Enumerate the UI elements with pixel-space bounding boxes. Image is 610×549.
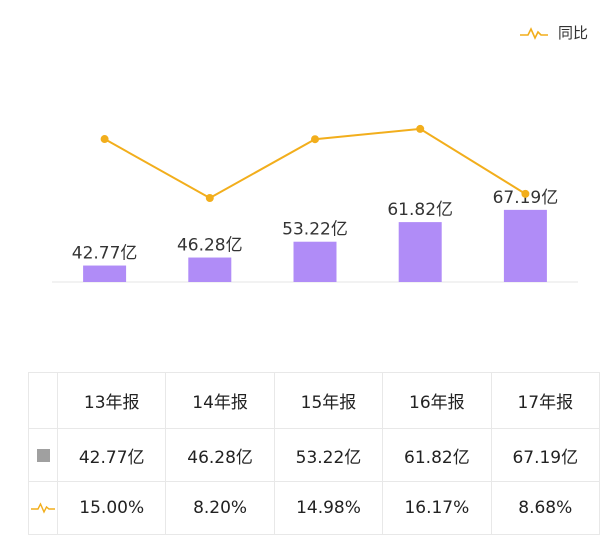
row-icon-cell bbox=[28, 428, 58, 482]
table-row-value: 42.77亿 46.28亿 53.22亿 61.82亿 67.19亿 bbox=[28, 428, 601, 482]
bar-value-label: 46.28亿 bbox=[177, 236, 243, 256]
line-series-icon bbox=[519, 26, 548, 40]
yoy-point-13年报[interactable] bbox=[100, 135, 109, 144]
bar-13年报[interactable] bbox=[83, 265, 127, 282]
yoy-point-14年报[interactable] bbox=[205, 194, 214, 202]
table-header-row: 13年报 14年报 15年报 16年报 17年报 bbox=[28, 372, 601, 429]
table-cell: 42.77亿 bbox=[56, 428, 167, 482]
bar-16年报[interactable] bbox=[398, 222, 442, 282]
table-header-cell: 13年报 bbox=[56, 372, 167, 429]
chart: 42.77亿 46.28亿 53.22亿 61.82亿 67.19亿 bbox=[52, 124, 578, 283]
table-cell: 61.82亿 bbox=[382, 428, 492, 482]
bar-17年报[interactable] bbox=[503, 209, 547, 282]
table-cell: 8.20% bbox=[165, 481, 275, 535]
table-corner-cell bbox=[28, 372, 58, 429]
table-row-yoy: 15.00% 8.20% 14.98% 16.17% 8.68% bbox=[28, 481, 601, 535]
table-header-cell: 15年报 bbox=[273, 372, 384, 429]
table-cell: 14.98% bbox=[273, 481, 384, 535]
row-icon-cell bbox=[28, 481, 58, 535]
bar-value-label: 42.77亿 bbox=[72, 244, 138, 264]
table-cell: 8.68% bbox=[490, 481, 601, 535]
bar-14年报[interactable] bbox=[188, 257, 232, 282]
bar-value-label: 61.82亿 bbox=[387, 200, 453, 220]
table-cell: 67.19亿 bbox=[490, 428, 601, 482]
bar-15年报[interactable] bbox=[293, 241, 337, 282]
table-header-cell: 17年报 bbox=[490, 372, 601, 429]
bar-value-label: 67.19亿 bbox=[493, 188, 559, 208]
gray-square-icon bbox=[36, 448, 50, 462]
table-header-cell: 16年报 bbox=[382, 372, 492, 429]
yoy-point-17年报[interactable] bbox=[521, 189, 530, 198]
chart-legend[interactable]: 同比 bbox=[519, 22, 588, 43]
table-cell: 46.28亿 bbox=[165, 428, 275, 482]
table-header-cell: 14年报 bbox=[165, 372, 275, 429]
table-cell: 15.00% bbox=[56, 481, 167, 535]
table-cell: 16.17% bbox=[382, 481, 492, 535]
yoy-point-15年报[interactable] bbox=[311, 135, 319, 144]
legend-label: 同比 bbox=[557, 24, 588, 42]
line-series-icon bbox=[31, 502, 55, 514]
yoy-point-16年报[interactable] bbox=[416, 124, 425, 133]
data-table: 13年报 14年报 15年报 16年报 17年报 42.77亿 46.28亿 5… bbox=[28, 372, 601, 535]
bar-value-label: 53.22亿 bbox=[282, 220, 348, 240]
table-cell: 53.22亿 bbox=[273, 428, 384, 482]
